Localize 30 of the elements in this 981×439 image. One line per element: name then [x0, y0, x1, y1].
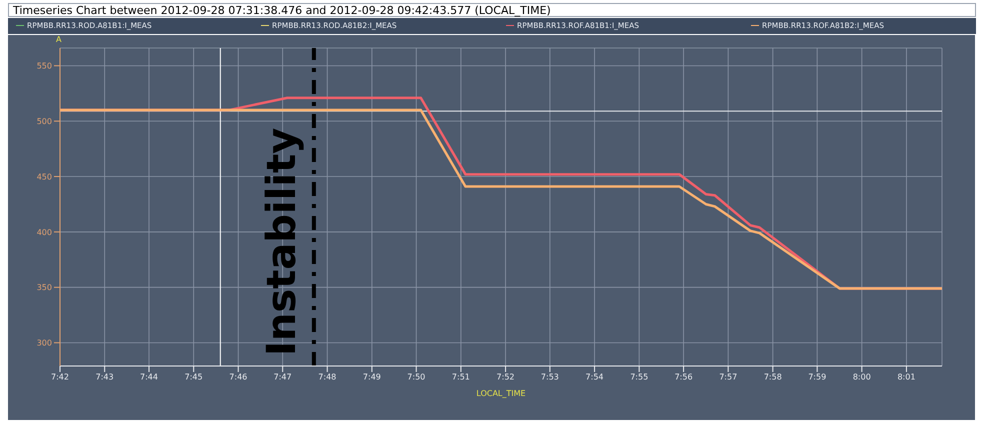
x-tick-label: 7:43	[96, 372, 114, 382]
x-tick-label: 7:49	[362, 372, 381, 382]
y-tick-label: 550	[36, 62, 52, 71]
x-tick-label: 7:54	[586, 372, 604, 382]
x-tick-label: 7:50	[407, 372, 426, 382]
x-tick-label: 7:44	[140, 372, 158, 382]
x-tick-label: 8:00	[852, 372, 871, 382]
y-tick-label: 450	[36, 172, 52, 182]
y-axis-title: A	[56, 35, 62, 44]
y-tick-label: 350	[36, 283, 52, 292]
x-tick-label: 7:56	[674, 372, 693, 382]
x-tick-label: 7:46	[229, 372, 248, 382]
x-tick-label: 7:42	[51, 372, 69, 382]
x-axis-title: LOCAL_TIME	[476, 389, 526, 398]
x-tick-label: 7:57	[719, 372, 738, 382]
x-tick-label: 7:51	[452, 372, 470, 382]
x-tick-label: 8:01	[897, 372, 916, 382]
chart-title: Timeseries Chart between 2012-09-28 07:31:38.476 and 2012-09-28 09:42:43.577 (LOCAL_TIME)	[8, 3, 976, 17]
x-tick-label: 7:45	[184, 372, 203, 382]
x-tick-label: 7:52	[496, 372, 515, 382]
y-tick-label: 300	[36, 338, 52, 348]
y-tick-label: 400	[36, 228, 52, 237]
ref-line-label: Instability	[258, 128, 305, 356]
x-tick-label: 7:47	[274, 372, 292, 382]
x-tick-label: 7:48	[318, 372, 336, 382]
x-tick-label: 7:58	[764, 372, 782, 382]
x-tick-label: 7:53	[540, 372, 559, 382]
x-tick-label: 7:59	[808, 372, 826, 382]
y-tick-label: 500	[36, 116, 52, 126]
x-tick-label: 7:55	[630, 372, 648, 382]
